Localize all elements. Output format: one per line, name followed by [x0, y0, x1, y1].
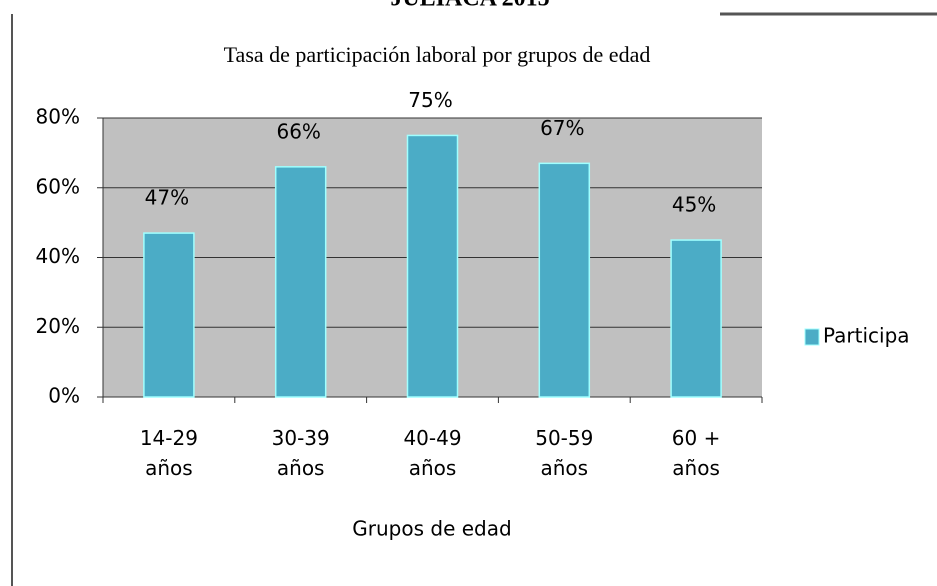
header: JULIACA 2015	[390, 0, 549, 12]
y-tick-label: 0%	[48, 384, 80, 408]
x-tick-label: 30-39 años	[271, 426, 330, 480]
y-tick-label: 40%	[36, 244, 80, 268]
bar	[670, 239, 722, 398]
x-tick-label: 60 + años	[671, 426, 721, 480]
y-tick-label: 80%	[36, 105, 80, 129]
y-tick-label: 60%	[36, 174, 80, 198]
x-tick-label: 40-49 años	[403, 426, 462, 480]
x-tick-label: 50-59 años	[535, 426, 594, 480]
legend-label: Participa	[823, 324, 910, 348]
chart-title: Tasa de participación laboral por grupos…	[224, 42, 651, 67]
bar	[274, 166, 327, 398]
y-tick-label: 20%	[36, 314, 80, 338]
x-axis-title: Grupos de edad	[352, 517, 511, 541]
bar	[143, 232, 195, 398]
legend-swatch	[804, 328, 820, 346]
data-label: 47%	[145, 186, 189, 210]
data-label: 75%	[408, 88, 452, 112]
x-tick-label: 14-29 años	[139, 426, 198, 480]
bar	[538, 162, 591, 398]
data-label: 45%	[672, 193, 716, 217]
data-label: 67%	[540, 116, 584, 140]
bar	[406, 134, 459, 398]
data-label: 66%	[276, 119, 320, 143]
